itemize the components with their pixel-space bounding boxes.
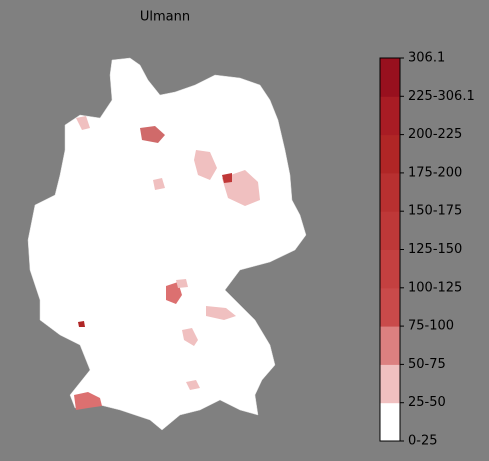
region xyxy=(78,321,85,327)
region xyxy=(194,150,217,180)
region xyxy=(206,306,236,320)
region xyxy=(76,116,90,130)
colorbar-label: 0-25 xyxy=(408,434,438,449)
colorbar-segment xyxy=(380,134,400,174)
colorbar-label: 175-200 xyxy=(408,165,462,180)
colorbar-label: 225-306.1 xyxy=(408,89,475,104)
colorbar-segment xyxy=(380,249,400,289)
colorbar-label: 125-150 xyxy=(408,242,462,257)
region xyxy=(182,328,198,346)
colorbar-segment xyxy=(380,364,400,404)
country-outline xyxy=(27,57,307,431)
colorbar-segment xyxy=(380,58,400,97)
colorbar-label: 150-175 xyxy=(408,204,462,219)
region xyxy=(140,126,165,143)
colorbar-segment xyxy=(380,326,400,365)
colorbar-segment xyxy=(380,172,400,212)
map-title: Ulmann xyxy=(140,10,190,25)
colorbar-label: 50-75 xyxy=(408,357,446,372)
colorbar-label: 75-100 xyxy=(408,319,454,334)
region xyxy=(176,279,188,288)
germany-map xyxy=(27,57,307,431)
region xyxy=(186,380,200,390)
colorbar-segment xyxy=(380,96,400,136)
region xyxy=(74,392,102,410)
colorbar-label: 306.1 xyxy=(408,51,445,66)
colorbar: 0-25 25-50 50-75 75-100 100-125 125-150 150-17… xyxy=(379,51,475,449)
region xyxy=(153,178,165,190)
colorbar-segment xyxy=(380,402,400,442)
colorbar-segment xyxy=(380,287,400,327)
colorbar-label: 25-50 xyxy=(408,395,446,410)
colorbar-label: 200-225 xyxy=(408,127,462,142)
colorbar-label: 100-125 xyxy=(408,280,462,295)
colorbar-segment xyxy=(380,211,400,250)
region xyxy=(222,173,232,183)
